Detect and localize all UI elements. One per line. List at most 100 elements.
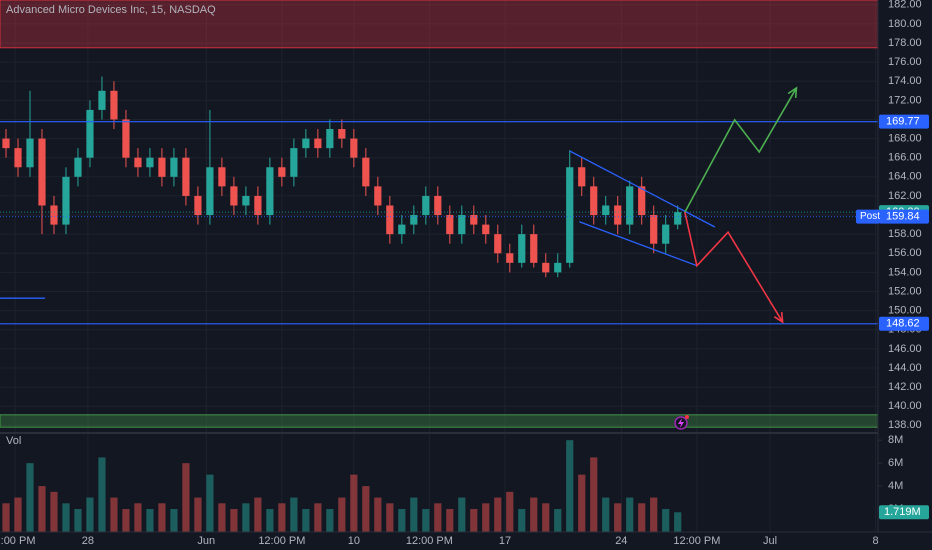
candle-body <box>434 195 442 216</box>
candle-body <box>602 205 610 216</box>
candle-body <box>242 195 250 206</box>
volume-bar <box>410 497 418 532</box>
candle-body <box>50 205 58 225</box>
x-tick-label: 28 <box>82 535 94 547</box>
x-tick-label: 2:00 PM <box>0 535 35 547</box>
volume-bar <box>38 486 46 532</box>
volume-bar <box>566 440 574 532</box>
volume-bar <box>362 486 370 532</box>
volume-bar <box>182 463 190 532</box>
candle-body <box>74 157 82 177</box>
y-tick-label: 152.00 <box>888 285 922 297</box>
candle-body <box>494 234 502 254</box>
y-tick-label: 176.00 <box>888 56 922 68</box>
y-tick-label: 138.00 <box>888 419 922 431</box>
candle-body <box>470 215 478 225</box>
x-tick-label: 12:00 PM <box>258 535 305 547</box>
candle-body <box>38 138 46 206</box>
level-label-box <box>879 316 929 331</box>
y-tick-label: 174.00 <box>888 75 922 87</box>
candle-body <box>566 167 574 263</box>
volume-bar <box>170 509 178 532</box>
y-tick-label: 140.00 <box>888 400 922 412</box>
y-tick-label: 172.00 <box>888 94 922 106</box>
y-tick-label: 168.00 <box>888 132 922 144</box>
zone <box>0 414 879 428</box>
volume-bar <box>446 509 454 532</box>
volume-bar <box>470 509 478 532</box>
event-icon-bolt[interactable] <box>678 418 684 428</box>
volume-bar <box>62 503 70 532</box>
candle-layer <box>2 76 682 278</box>
x-tick-label: 17 <box>499 535 511 547</box>
post-badge-label: Post <box>860 211 880 222</box>
candle-body <box>530 234 538 263</box>
volume-bar <box>638 503 646 532</box>
volume-bar <box>266 509 274 532</box>
candle-body <box>446 215 454 235</box>
volume-bar <box>2 503 10 532</box>
volume-bar <box>98 457 106 532</box>
volume-bar <box>662 509 670 532</box>
y-tick-label: 144.00 <box>888 362 922 374</box>
candle-body <box>98 90 106 110</box>
event-icon[interactable] <box>674 415 689 430</box>
x-tick-label: 12:00 PM <box>406 535 453 547</box>
arrow-head <box>773 312 784 324</box>
post-price-box <box>879 209 929 224</box>
volume-bar <box>86 497 94 532</box>
candle-body <box>158 157 166 177</box>
candle-body <box>290 148 298 177</box>
candle-body <box>518 234 526 263</box>
volume-bar <box>506 491 514 532</box>
candle-body <box>62 176 70 225</box>
level-label: 148.62 <box>886 318 920 330</box>
candle-body <box>86 109 94 158</box>
candle-body <box>626 186 634 225</box>
y-tick-label: 162.00 <box>888 190 922 202</box>
candle-body <box>194 195 202 216</box>
candle-body <box>458 215 466 235</box>
volume-bar <box>278 503 286 532</box>
candle-body <box>614 205 622 225</box>
candle-body <box>578 167 586 187</box>
level-label-box <box>879 114 929 129</box>
candle-body <box>590 186 598 216</box>
volume-bar <box>338 497 346 532</box>
x-tick-label: 12:00 PM <box>673 535 720 547</box>
drawing-layer <box>0 86 878 325</box>
candle-body <box>254 195 262 216</box>
level-label: 169.77 <box>886 116 920 128</box>
volume-bar <box>146 509 154 532</box>
candle-body <box>146 157 154 168</box>
candle-body <box>398 224 406 235</box>
candle-body <box>542 262 550 273</box>
volume-bar <box>422 509 430 532</box>
volume-bar <box>482 503 490 532</box>
volume-bar <box>50 491 58 532</box>
event-icon-dot[interactable] <box>685 415 689 419</box>
volume-bar <box>554 509 562 532</box>
volume-bar <box>110 497 118 532</box>
volume-bar <box>458 497 466 532</box>
candle-body <box>650 215 658 244</box>
volume-bar <box>590 457 598 532</box>
post-badge <box>856 209 880 224</box>
x-tick-label: 10 <box>348 535 360 547</box>
volume-bar <box>650 497 658 532</box>
grid-layer <box>0 0 882 532</box>
volume-bar <box>602 497 610 532</box>
candle-body <box>14 148 22 168</box>
y-tick-label: 150.00 <box>888 305 922 317</box>
y-tick-label: 158.00 <box>888 228 922 240</box>
candle-body <box>482 224 490 235</box>
candle-body <box>674 212 682 225</box>
volume-bar <box>302 509 310 532</box>
y-tick-label: 142.00 <box>888 381 922 393</box>
candle-body <box>422 195 430 216</box>
volume-bar <box>326 509 334 532</box>
candle-body <box>554 262 562 273</box>
